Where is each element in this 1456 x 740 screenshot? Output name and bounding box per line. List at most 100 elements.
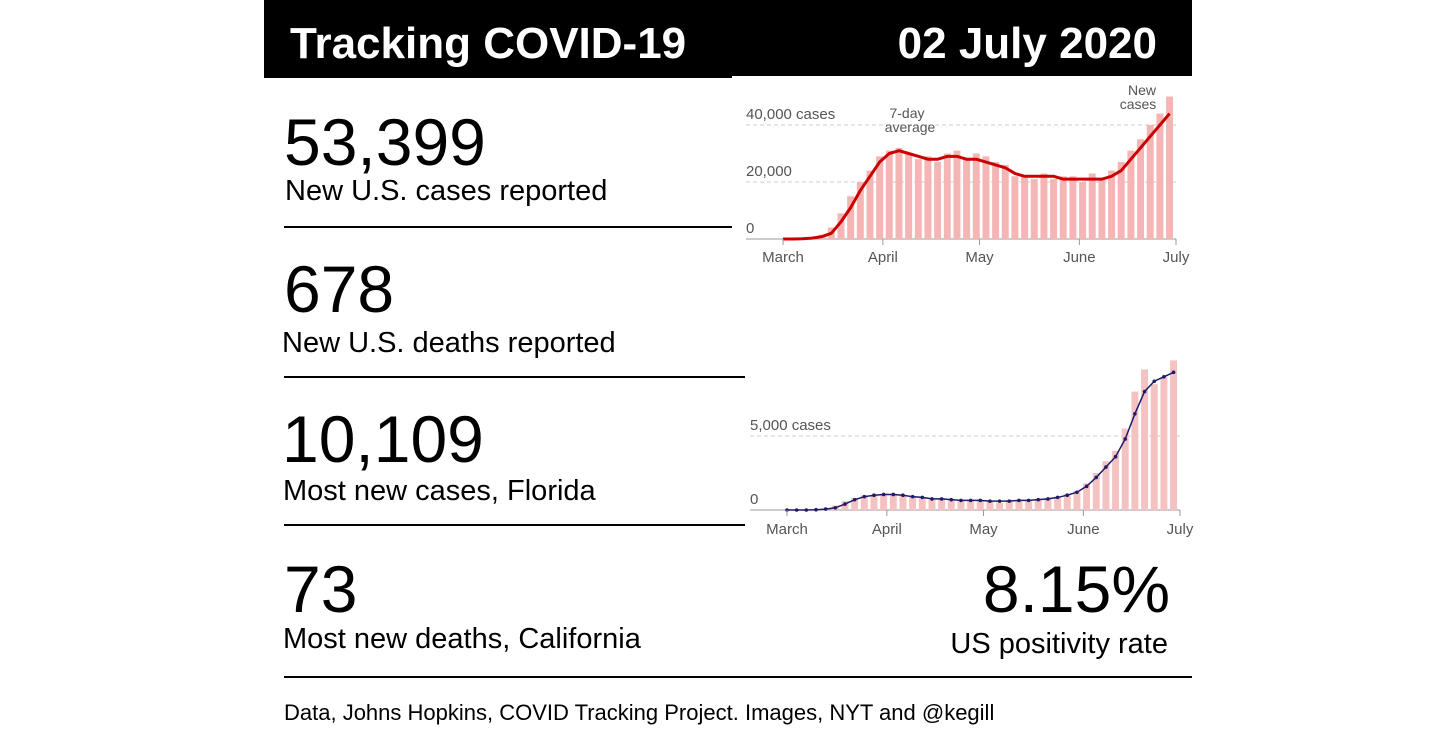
line-marker <box>968 498 973 503</box>
line-marker <box>1084 484 1089 489</box>
bar <box>860 495 868 510</box>
bar <box>1083 483 1091 510</box>
line-marker <box>988 499 992 503</box>
bar <box>1044 498 1052 510</box>
line-marker <box>872 493 876 498</box>
stat-value: 10,109 <box>282 402 484 476</box>
bar <box>963 159 971 239</box>
bar <box>856 182 864 239</box>
x-tick-label: July <box>1167 521 1194 538</box>
line-marker <box>1123 437 1128 441</box>
bar <box>1005 499 1013 510</box>
bar <box>1050 179 1058 239</box>
stat-value: 73 <box>284 552 357 626</box>
bar <box>870 495 878 510</box>
y-tick-label: 0 <box>746 220 754 237</box>
bar <box>1131 391 1139 510</box>
line-marker <box>1075 490 1079 495</box>
bar <box>1137 139 1145 239</box>
line-marker <box>794 508 799 512</box>
stat-label: Most new cases, Florida <box>283 475 597 507</box>
x-tick-label: May <box>969 521 998 538</box>
line-marker <box>959 498 963 503</box>
line-marker <box>804 508 809 512</box>
line-marker <box>843 502 847 506</box>
line-marker <box>1036 497 1041 502</box>
x-tick-label: May <box>965 249 994 266</box>
bar <box>1108 170 1116 239</box>
bar <box>1127 150 1135 239</box>
y-tick-label: 0 <box>750 491 758 508</box>
bar <box>1098 179 1106 239</box>
bar <box>1001 164 1009 239</box>
bar <box>1063 493 1071 510</box>
line-marker <box>910 494 915 499</box>
stat-label: New U.S. cases reported <box>285 175 607 207</box>
bar <box>924 156 932 239</box>
average-line <box>783 112 1171 241</box>
x-tick-label: April <box>872 521 902 538</box>
bar <box>837 213 845 239</box>
bar <box>1040 173 1048 239</box>
bar <box>947 499 955 510</box>
x-tick-label: June <box>1067 521 1100 538</box>
bar <box>1141 369 1149 510</box>
stat-value: 678 <box>284 252 394 326</box>
bar <box>889 493 897 510</box>
bar <box>1079 182 1087 239</box>
bar <box>1170 360 1178 510</box>
y-tick-label: 20,000 <box>746 163 792 180</box>
line-marker <box>939 497 944 501</box>
x-tick-label: April <box>868 249 898 266</box>
bar <box>986 501 994 510</box>
bar <box>938 498 946 510</box>
line-marker <box>823 507 828 511</box>
annotation: New <box>1128 82 1157 98</box>
line-marker <box>1094 475 1099 480</box>
bar <box>957 501 965 510</box>
line-marker <box>920 495 925 500</box>
bar <box>1117 162 1125 239</box>
x-tick-label: July <box>1163 249 1190 266</box>
line-marker <box>930 497 934 501</box>
bar <box>1073 490 1081 510</box>
line-marker <box>1142 389 1147 394</box>
footer: Data, Johns Hopkins, COVID Tracking Proj… <box>284 700 994 725</box>
line-marker <box>1162 375 1166 379</box>
bar <box>1121 428 1129 510</box>
line-marker <box>833 505 838 510</box>
line-marker <box>949 497 954 502</box>
line-marker <box>1007 499 1012 503</box>
bar <box>1054 496 1062 510</box>
line-marker <box>997 499 1002 503</box>
bar <box>880 493 888 510</box>
bar <box>1112 450 1120 510</box>
bar <box>992 162 1000 239</box>
bar <box>1034 499 1042 510</box>
bar <box>1092 473 1100 510</box>
bar <box>928 499 936 510</box>
line-marker <box>862 494 867 499</box>
x-tick-label: March <box>762 249 804 266</box>
y-tick-label: 5,000 cases <box>750 417 831 434</box>
bar <box>905 153 913 239</box>
bar <box>909 496 917 510</box>
bar <box>847 196 855 239</box>
bar <box>1166 96 1174 239</box>
line-marker <box>852 497 857 502</box>
annotation: average <box>885 119 936 135</box>
bar <box>1102 461 1110 510</box>
bar <box>1156 113 1164 239</box>
bar <box>1146 125 1154 239</box>
bar <box>1021 176 1029 239</box>
bar <box>934 162 942 239</box>
header-title: Tracking COVID-19 <box>290 19 686 68</box>
x-tick-label: June <box>1063 249 1096 266</box>
bar <box>972 153 980 239</box>
annotation: 7-day <box>889 105 924 121</box>
line-marker <box>891 492 896 497</box>
bar <box>953 150 961 239</box>
bar <box>918 498 926 510</box>
bar <box>976 501 984 510</box>
